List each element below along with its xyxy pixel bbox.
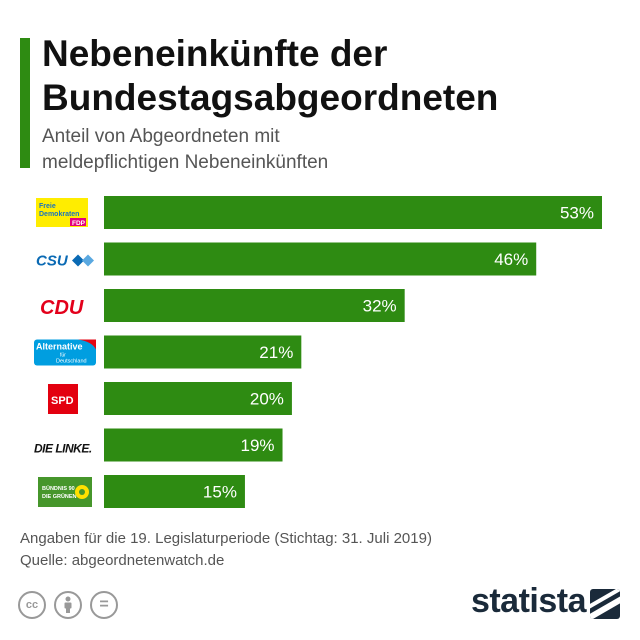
bar-5 [104,428,283,462]
bar-1 [104,242,537,276]
logo-text: Alternative [36,342,83,352]
sunflower-center-icon [79,489,85,495]
source-note: Quelle: abgeordnetenwatch.de [20,552,225,569]
logo-text: DIE LINKE. [34,442,92,456]
bar-value-label-5: 19% [240,436,274,455]
logo-text: Demokraten [39,211,79,218]
csu-diamond-icon [82,254,94,267]
logo-text: Freie [39,203,56,210]
linke-logo: DIE LINKE. [34,442,92,456]
logo-accent [78,339,96,350]
statista-wordmark[interactable]: statista [470,582,587,620]
bar-value-label-1: 46% [494,250,528,269]
logo-accent [70,218,86,226]
bar-3 [104,335,302,369]
logo-text: DIE GRÜNEN [42,493,77,500]
statista-logo-icon[interactable] [590,589,620,619]
csu-logo: CSU [36,253,94,270]
nd-equals-icon[interactable]: = [90,591,118,619]
spd-logo: SPD [48,384,78,414]
chart-subtitle: Anteil von Abgeordneten mit meldepflicht… [42,124,602,176]
logo-text: FDP [72,220,86,227]
title-line-2: Bundestagsabgeordneten [42,77,499,118]
bar-value-label-6: 15% [203,483,237,502]
logo-text: CSU [36,253,69,270]
bar-0 [104,196,602,229]
bar-2 [104,289,405,322]
bar-4 [104,382,292,415]
person-glyph-icon [64,596,72,613]
chart-title: Nebeneinkünfte der Bundestagsabgeordnete… [42,32,622,120]
subtitle-line-1: Anteil von Abgeordneten mit [42,126,280,147]
by-person-icon[interactable] [54,591,82,619]
footnote: Angaben für die 19. Legislaturperiode (S… [20,530,432,547]
logo-text: SPD [51,395,74,407]
cc-icon[interactable]: cc [18,591,46,619]
bar-value-label-3: 21% [259,343,293,362]
bar-value-label-2: 32% [363,297,397,316]
logo-text: CDU [40,297,84,319]
logo-text: Deutschland [56,359,87,365]
csu-diamond-icon [72,254,84,267]
logo-text: BÜNDNIS 90 [42,485,75,492]
bar-value-label-0: 53% [560,204,594,223]
subtitle-line-2: meldepflichtigen Nebeneinkünften [42,152,329,173]
bar-6 [104,475,245,508]
bar-value-label-4: 20% [250,390,284,409]
title-accent-bar [20,38,30,168]
title-line-1: Nebeneinkünfte der [42,33,388,74]
cdu-logo: CDU [40,297,84,319]
logo-bg [34,339,96,366]
logo-text: für [60,353,66,359]
logo-bg [48,384,78,414]
license-icons: cc = [18,591,118,619]
